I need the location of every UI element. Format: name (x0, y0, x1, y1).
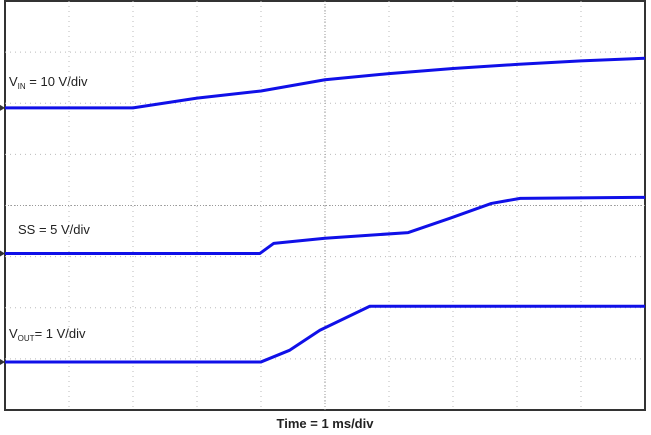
ground-marker (0, 104, 5, 111)
trace-label-rest: = 1 V/div (35, 326, 86, 341)
trace-label-main: V (9, 74, 18, 89)
trace-label: SS = 5 V/div (18, 222, 90, 237)
ground-marker (0, 358, 5, 365)
trace-label-main: SS = 5 V/div (18, 222, 90, 237)
trace-label: VIN = 10 V/div (9, 74, 88, 91)
trace-label-sub: OUT (18, 334, 35, 343)
trace-label-rest: = 10 V/div (26, 74, 88, 89)
trace-label: VOUT= 1 V/div (9, 326, 86, 343)
trace-label-main: V (9, 326, 18, 341)
trace (5, 304, 645, 364)
trace (5, 56, 646, 110)
ground-marker (0, 250, 5, 257)
x-axis-label: Time = 1 ms/div (277, 416, 375, 431)
trace (5, 195, 646, 256)
trace-label-sub: IN (18, 82, 26, 91)
